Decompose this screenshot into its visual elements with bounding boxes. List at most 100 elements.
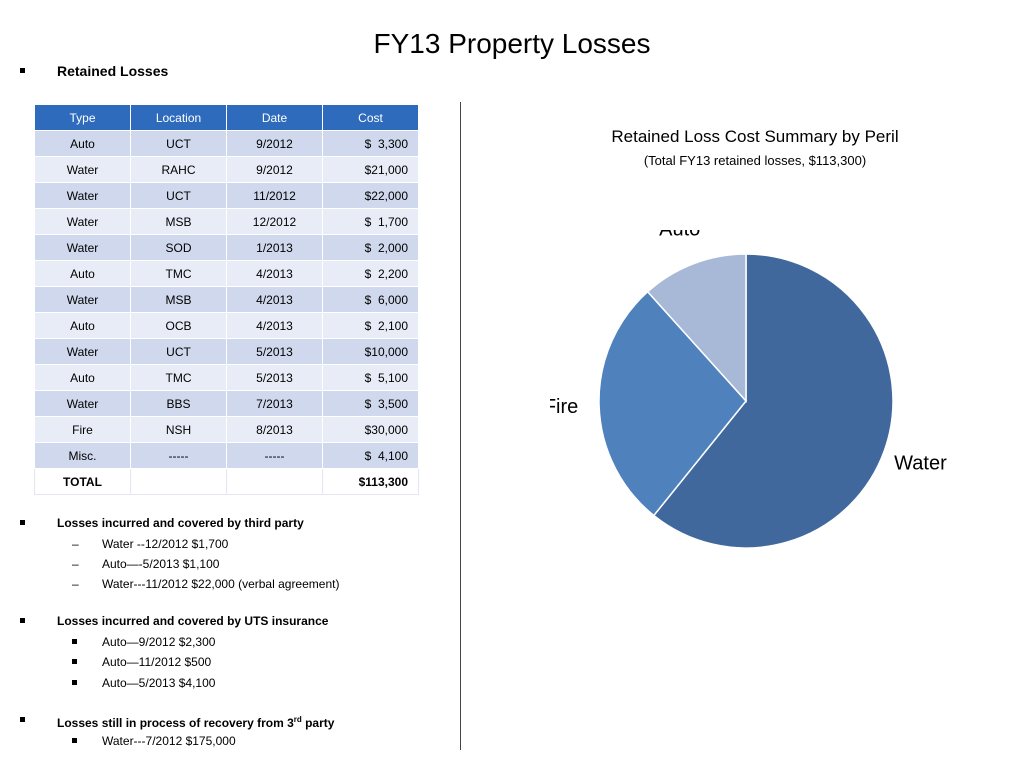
cell-empty bbox=[226, 468, 323, 495]
recovery-heading-post: party bbox=[301, 716, 335, 730]
chart-title: Retained Loss Cost Summary by Peril bbox=[611, 127, 899, 146]
cell-date: 4/2013 bbox=[226, 260, 323, 287]
dash-icon: – bbox=[72, 577, 79, 591]
cell-location: MSB bbox=[130, 208, 227, 235]
pie-label-fire: Fire bbox=[550, 396, 578, 418]
recovery-item: Water---7/2012 $175,000 bbox=[102, 734, 236, 748]
cell-type: Auto bbox=[34, 260, 131, 287]
table-row: Auto TMC 4/2013 $ 2,200 bbox=[34, 260, 419, 287]
total-label: TOTAL bbox=[34, 468, 131, 495]
pie-slice-water bbox=[652, 253, 894, 549]
retained-losses-heading: Retained Losses bbox=[57, 63, 169, 79]
cell-type: Water bbox=[34, 234, 131, 261]
bullet-icon bbox=[72, 659, 77, 664]
table-row: Auto OCB 4/2013 $ 2,100 bbox=[34, 312, 419, 339]
cell-type: Water bbox=[34, 156, 131, 183]
cell-type: Water bbox=[34, 338, 131, 365]
third-party-item: Auto—-5/2013 $1,100 bbox=[102, 557, 220, 571]
bullet-icon bbox=[20, 717, 25, 722]
cell-cost: $ 3,500 bbox=[322, 390, 419, 417]
cell-date: 9/2012 bbox=[226, 130, 323, 157]
table-row: Water UCT 11/2012 $22,000 bbox=[34, 182, 419, 209]
dash-icon: – bbox=[72, 557, 79, 571]
dash-icon: – bbox=[72, 537, 79, 551]
table-row: Water BBS 7/2013 $ 3,500 bbox=[34, 390, 419, 417]
chart-subtitle: (Total FY13 retained losses, $113,300) bbox=[643, 153, 867, 168]
uts-insurance-heading: Losses incurred and covered by UTS insur… bbox=[57, 614, 329, 628]
cell-location: BBS bbox=[130, 390, 227, 417]
cell-cost: $ 2,000 bbox=[322, 234, 419, 261]
cell-date: 4/2013 bbox=[226, 312, 323, 339]
cell-cost: $ 2,100 bbox=[322, 312, 419, 339]
column-header-date: Date bbox=[226, 104, 323, 131]
cell-location: MSB bbox=[130, 286, 227, 313]
table-row: Auto TMC 5/2013 $ 5,100 bbox=[34, 364, 419, 391]
uts-item: Auto—9/2012 $2,300 bbox=[102, 635, 216, 649]
cell-type: Water bbox=[34, 208, 131, 235]
uts-item: Auto—11/2012 $500 bbox=[102, 655, 212, 669]
recovery-heading-sup: rd bbox=[293, 715, 302, 724]
cell-cost: $10,000 bbox=[322, 338, 419, 365]
third-party-heading: Losses incurred and covered by third par… bbox=[57, 516, 304, 530]
cell-cost: $30,000 bbox=[322, 416, 419, 443]
total-row: TOTAL $113,300 bbox=[34, 468, 419, 495]
cell-date: 8/2013 bbox=[226, 416, 323, 443]
cell-date: 12/2012 bbox=[226, 208, 323, 235]
pie-label-auto: Auto bbox=[659, 230, 700, 240]
table-header-row: Type Location Date Cost bbox=[34, 104, 419, 131]
table-row: Misc. ----- ----- $ 4,100 bbox=[34, 442, 419, 469]
cell-type: Auto bbox=[34, 312, 131, 339]
cell-location: NSH bbox=[130, 416, 227, 443]
cell-cost: $21,000 bbox=[322, 156, 419, 183]
cell-type: Auto bbox=[34, 364, 131, 391]
cell-cost: $ 2,200 bbox=[322, 260, 419, 287]
bullet-icon bbox=[20, 618, 25, 623]
table-row: Water UCT 5/2013 $10,000 bbox=[34, 338, 419, 365]
cell-date: 11/2012 bbox=[226, 182, 323, 209]
cell-location: SOD bbox=[130, 234, 227, 261]
pie-chart: Water Fire Auto bbox=[550, 230, 947, 549]
cell-type: Water bbox=[34, 182, 131, 209]
bullet-icon bbox=[20, 520, 25, 525]
cell-date: 9/2012 bbox=[226, 156, 323, 183]
cell-cost: $ 3,300 bbox=[322, 130, 419, 157]
retained-losses-table: Type Location Date Cost Auto UCT 9/2012 … bbox=[34, 104, 419, 495]
bullet-icon bbox=[72, 738, 77, 743]
cell-date: 5/2013 bbox=[226, 338, 323, 365]
table-row: Water MSB 4/2013 $ 6,000 bbox=[34, 286, 419, 313]
cell-date: ----- bbox=[226, 442, 323, 469]
column-header-location: Location bbox=[130, 104, 227, 131]
vertical-divider bbox=[460, 102, 461, 750]
cell-cost: $ 5,100 bbox=[322, 364, 419, 391]
uts-item: Auto—5/2013 $4,100 bbox=[102, 676, 216, 690]
table-row: Water MSB 12/2012 $ 1,700 bbox=[34, 208, 419, 235]
cell-location: RAHC bbox=[130, 156, 227, 183]
total-value: $113,300 bbox=[322, 468, 419, 495]
third-party-item: Water---11/2012 $22,000 (verbal agreemen… bbox=[102, 577, 340, 591]
cell-empty bbox=[130, 468, 227, 495]
cell-location: UCT bbox=[130, 182, 227, 209]
table-row: Fire NSH 8/2013 $30,000 bbox=[34, 416, 419, 443]
cell-type: Misc. bbox=[34, 442, 131, 469]
cell-location: OCB bbox=[130, 312, 227, 339]
cell-date: 5/2013 bbox=[226, 364, 323, 391]
recovery-heading-pre: Losses still in process of recovery from… bbox=[57, 716, 294, 730]
bullet-icon bbox=[72, 639, 77, 644]
cell-cost: $ 4,100 bbox=[322, 442, 419, 469]
cell-location: ----- bbox=[130, 442, 227, 469]
bullet-icon bbox=[20, 68, 25, 73]
cell-type: Fire bbox=[34, 416, 131, 443]
cell-location: TMC bbox=[130, 260, 227, 287]
table-row: Water RAHC 9/2012 $21,000 bbox=[34, 156, 419, 183]
cell-type: Water bbox=[34, 390, 131, 417]
bullet-icon bbox=[72, 680, 77, 685]
recovery-heading: Losses still in process of recovery from… bbox=[57, 712, 334, 731]
cell-date: 4/2013 bbox=[226, 286, 323, 313]
cell-location: UCT bbox=[130, 130, 227, 157]
cell-location: UCT bbox=[130, 338, 227, 365]
pie-slice-auto bbox=[646, 253, 747, 403]
cell-date: 7/2013 bbox=[226, 390, 323, 417]
cell-type: Auto bbox=[34, 130, 131, 157]
cell-cost: $22,000 bbox=[322, 182, 419, 209]
table-row: Auto UCT 9/2012 $ 3,300 bbox=[34, 130, 419, 157]
